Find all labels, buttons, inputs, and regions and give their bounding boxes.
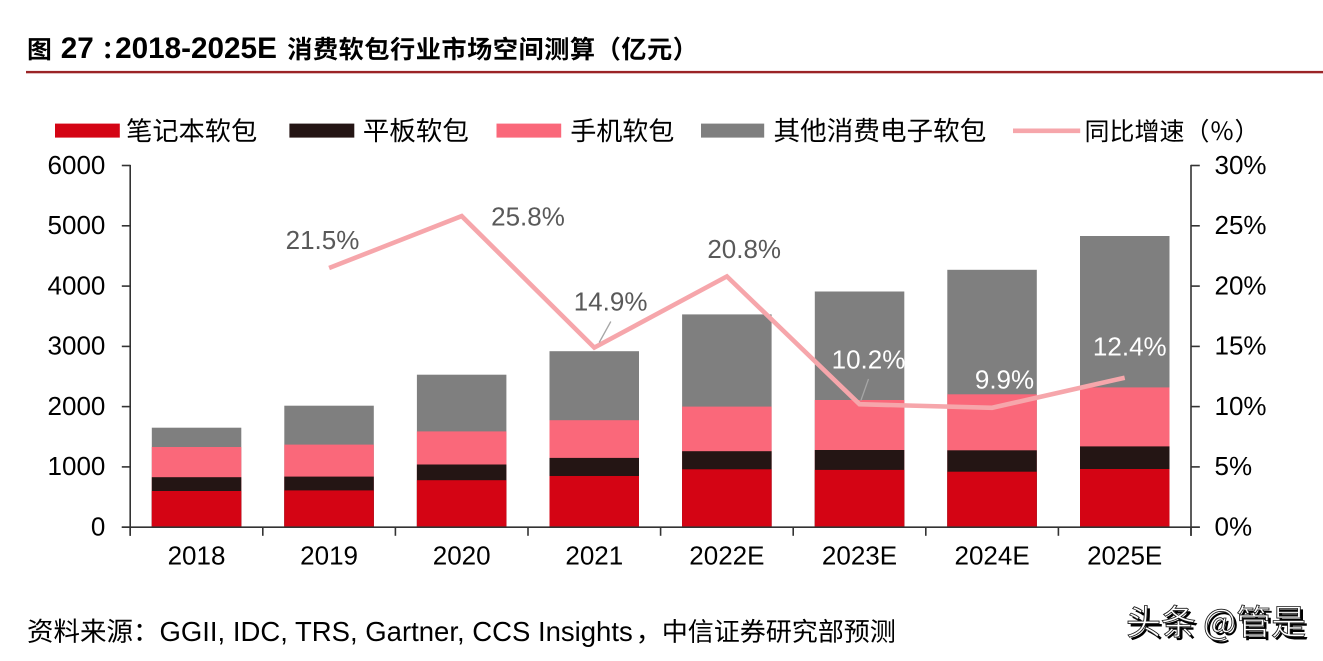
svg-text:2019: 2019	[300, 541, 358, 571]
svg-text:2023E: 2023E	[822, 541, 897, 571]
svg-text:21.5%: 21.5%	[286, 225, 360, 255]
svg-text:5%: 5%	[1215, 451, 1253, 481]
svg-text:2022E: 2022E	[689, 541, 764, 571]
svg-text:2025E: 2025E	[1087, 541, 1162, 571]
svg-text:6000: 6000	[48, 150, 106, 180]
svg-text:10%: 10%	[1215, 391, 1267, 421]
svg-text:2000: 2000	[48, 391, 106, 421]
svg-text:1000: 1000	[48, 451, 106, 481]
svg-text:27: 27	[61, 32, 94, 65]
svg-text:0%: 0%	[1215, 512, 1253, 542]
svg-text:5000: 5000	[48, 210, 106, 240]
svg-text:2020: 2020	[433, 541, 491, 571]
svg-text:3000: 3000	[48, 331, 106, 361]
svg-text:2018: 2018	[168, 541, 226, 571]
svg-text:0: 0	[91, 512, 105, 542]
svg-text:2018-2025E: 2018-2025E	[115, 32, 277, 65]
svg-text:15%: 15%	[1215, 331, 1267, 361]
svg-text:30%: 30%	[1215, 150, 1267, 180]
svg-text:GGII, IDC, TRS, Gartner, CCS I: GGII, IDC, TRS, Gartner, CCS Insights	[160, 616, 633, 647]
svg-text:9.9%: 9.9%	[975, 365, 1034, 395]
svg-text:20%: 20%	[1215, 270, 1267, 300]
svg-text:12.4%: 12.4%	[1093, 332, 1167, 362]
svg-text:4000: 4000	[48, 270, 106, 300]
svg-text:14.9%: 14.9%	[574, 286, 648, 316]
svg-text:25%: 25%	[1215, 210, 1267, 240]
svg-text:2021: 2021	[565, 541, 623, 571]
svg-text:20.8%: 20.8%	[707, 234, 781, 264]
svg-text:10.2%: 10.2%	[832, 345, 906, 375]
svg-text:25.8%: 25.8%	[491, 201, 565, 231]
svg-text:2024E: 2024E	[955, 541, 1030, 571]
